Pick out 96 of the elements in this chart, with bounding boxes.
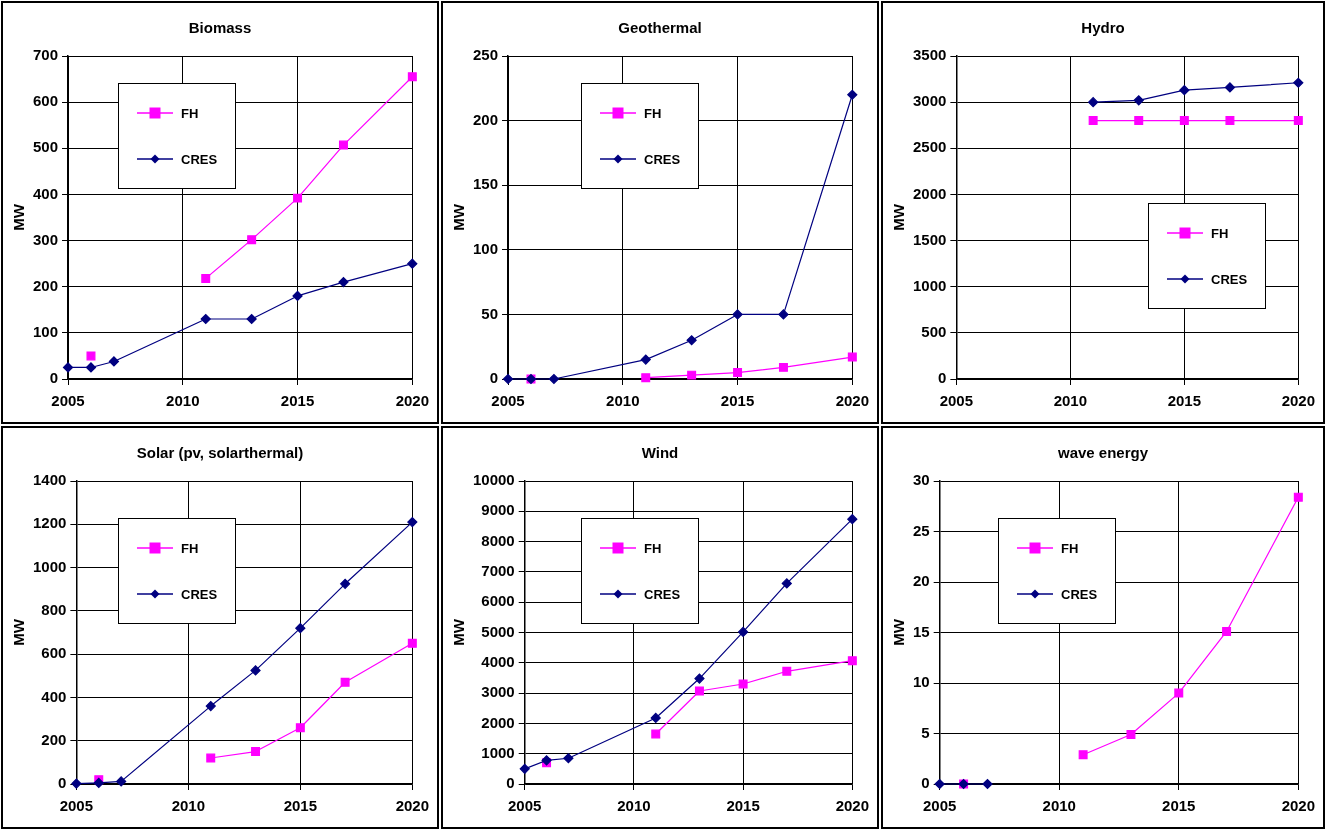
y-tick-label: 100 xyxy=(33,323,59,340)
y-tick-label: 150 xyxy=(473,175,499,193)
y-tick-label: 3000 xyxy=(481,683,515,701)
x-tick-label: 2015 xyxy=(283,797,318,815)
y-tick-label: 100 xyxy=(473,239,499,257)
y-tick-label: 8000 xyxy=(481,531,515,549)
y-axis-title: MW xyxy=(10,203,28,231)
legend-label: CRES xyxy=(1211,271,1248,287)
y-tick-label: 2500 xyxy=(912,138,947,156)
x-tick-label: 2010 xyxy=(617,797,651,815)
y-axis-title: MW xyxy=(450,203,468,231)
y-tick-label: 5 xyxy=(921,723,930,741)
y-tick-label: 9000 xyxy=(481,501,515,519)
y-tick-label: 200 xyxy=(41,730,67,748)
x-tick-label: 2020 xyxy=(395,392,429,410)
y-tick-label: 20 xyxy=(913,572,930,590)
y-tick-label: 700 xyxy=(33,46,59,64)
legend-label: FH xyxy=(1061,540,1079,556)
y-tick-label: 1000 xyxy=(912,276,947,294)
y-tick-label: 1400 xyxy=(32,471,67,489)
x-tick-label: 2020 xyxy=(395,797,429,815)
y-tick-label: 6000 xyxy=(481,592,515,610)
y-tick-label: 600 xyxy=(33,92,59,110)
legend-label: CRES xyxy=(644,151,681,167)
x-tick-label: 2015 xyxy=(1162,797,1196,815)
y-tick-label: 2000 xyxy=(912,184,947,202)
legend-label: CRES xyxy=(644,586,681,602)
y-tick-label: 7000 xyxy=(481,562,515,580)
y-tick-label: 400 xyxy=(33,184,59,202)
x-tick-label: 2010 xyxy=(171,797,206,815)
y-tick-label: 0 xyxy=(49,369,59,387)
y-tick-label: 1200 xyxy=(32,514,67,532)
y-tick-label: 25 xyxy=(913,521,930,539)
y-axis-title: MW xyxy=(890,618,908,646)
x-tick-label: 2020 xyxy=(835,797,869,815)
y-tick-label: 200 xyxy=(33,276,59,294)
y-tick-label: 0 xyxy=(506,774,515,792)
y-tick-label: 200 xyxy=(473,110,499,128)
y-tick-label: 50 xyxy=(481,304,499,322)
y-tick-label: 0 xyxy=(921,774,930,792)
y-tick-label: 3000 xyxy=(912,92,947,110)
legend-label: CRES xyxy=(181,586,218,602)
x-tick-label: 2010 xyxy=(606,392,640,410)
x-tick-label: 2005 xyxy=(923,797,957,815)
legend-label: CRES xyxy=(181,151,218,167)
x-tick-label: 2015 xyxy=(1167,392,1202,410)
y-axis-title: MW xyxy=(890,203,908,231)
x-tick-label: 2005 xyxy=(491,392,525,410)
y-tick-label: 500 xyxy=(33,138,59,156)
x-tick-label: 2010 xyxy=(1042,797,1076,815)
y-tick-label: 600 xyxy=(41,644,67,662)
y-tick-label: 3500 xyxy=(912,46,947,64)
y-tick-label: 30 xyxy=(913,471,930,489)
chart-title: Wind xyxy=(640,444,680,461)
x-tick-label: 2020 xyxy=(835,392,869,410)
y-tick-label: 10 xyxy=(913,673,930,691)
y-axis-title: MW xyxy=(10,618,28,646)
y-tick-label: 2000 xyxy=(481,713,515,731)
y-tick-label: 300 xyxy=(33,230,59,248)
x-tick-label: 2010 xyxy=(1053,392,1088,410)
y-tick-label: 250 xyxy=(473,46,499,64)
y-tick-label: 0 xyxy=(489,369,499,387)
chart-title: Geothermal xyxy=(617,19,703,36)
y-tick-label: 1500 xyxy=(912,230,947,248)
y-tick-label: 10000 xyxy=(472,471,515,489)
x-tick-label: 2020 xyxy=(1281,392,1315,410)
y-tick-label: 0 xyxy=(938,369,947,387)
y-tick-label: 4000 xyxy=(481,652,515,670)
x-tick-label: 2010 xyxy=(166,392,200,410)
y-axis-title: MW xyxy=(450,618,468,646)
x-tick-label: 2005 xyxy=(59,797,94,815)
legend-label: FH xyxy=(644,105,662,121)
x-tick-label: 2015 xyxy=(726,797,760,815)
chart-title: Hydro xyxy=(1080,19,1126,36)
legend-label: FH xyxy=(1211,225,1229,241)
y-tick-label: 500 xyxy=(921,323,947,340)
y-tick-label: 400 xyxy=(41,687,67,705)
y-tick-label: 800 xyxy=(41,601,67,618)
chart-title: Solar (pv, solarthermal) xyxy=(135,444,305,461)
x-tick-label: 2005 xyxy=(51,392,85,410)
y-tick-label: 1000 xyxy=(481,743,515,761)
y-tick-label: 0 xyxy=(58,774,67,792)
chart-title: wave energy xyxy=(1056,444,1150,461)
y-tick-label: 15 xyxy=(913,622,930,640)
legend-label: FH xyxy=(181,105,199,121)
legend-label: CRES xyxy=(1061,586,1098,602)
legend-label: FH xyxy=(181,540,199,556)
x-tick-label: 2015 xyxy=(280,392,315,410)
x-tick-label: 2005 xyxy=(939,392,974,410)
y-tick-label: 1000 xyxy=(32,557,67,575)
chart-title: Biomass xyxy=(187,19,253,36)
y-tick-label: 5000 xyxy=(481,622,515,640)
x-tick-label: 2015 xyxy=(720,392,755,410)
x-tick-label: 2005 xyxy=(508,797,542,815)
x-tick-label: 2020 xyxy=(1281,797,1315,815)
legend-label: FH xyxy=(644,540,662,556)
